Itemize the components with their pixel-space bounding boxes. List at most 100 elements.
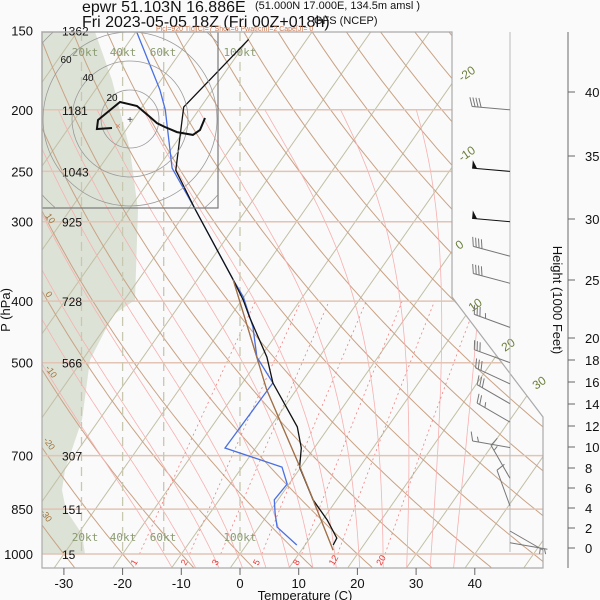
barb-staff [473,273,511,284]
moist-adiabat-line [198,109,361,568]
speed-label-top: 40kt [110,46,137,59]
wind-barb [473,340,511,364]
dry-adiabat-line [198,32,543,568]
pressure-tick-label: 200 [11,103,33,118]
barb-feather [478,97,482,108]
dry-adiabat-line [42,32,313,568]
x-tick-label: -20 [113,576,132,591]
barb-half-feather [476,436,479,443]
dry-adiabat-line [42,32,433,568]
isotherm-line [406,32,543,568]
shaded-region [42,32,138,554]
height-tick-label: 18 [585,353,599,368]
barb-staff [496,470,511,507]
barb-feather [475,358,478,368]
barb-feather [496,463,505,471]
pressure-tick-label: 700 [11,449,33,464]
height-tick-label: 30 [585,212,599,227]
plot-frame [41,31,544,569]
dry-adiabat-line [432,32,543,568]
barb-feather [472,263,474,274]
barb-feather [475,97,479,108]
title-station-detail: (51.000N 17.000E, 134.5m amsl ) [255,0,420,12]
height-tick-label: 10 [585,440,599,455]
barb-pennant [472,210,478,219]
barb-feather [481,378,485,388]
barb-feather [480,266,483,276]
barb-feather [478,238,480,249]
dry-adiabat-line [231,32,543,568]
storm-motion-icon: × [115,121,120,131]
geopotential-height-label: 1181 [62,104,88,118]
barb-feather [490,437,498,446]
x-axis-label: Temperature (C) [258,588,353,600]
isotherm-line [171,32,543,568]
wind-barb [476,393,511,423]
isotherm-line [42,32,210,568]
height-tick-label: 6 [585,481,592,496]
mixing-ratio-label: 8 [291,558,302,567]
hodograph-trace [95,100,206,136]
height-tick-label: 35 [585,149,599,164]
dry-adiabat-line [42,32,373,568]
barb-feather [477,359,480,370]
barb-staff [472,167,511,172]
geopotential-height-label: 1043 [62,165,89,179]
geopotential-height-label: 925 [62,216,82,230]
mixing-ratio-line [189,300,302,555]
hodograph-ring-label: 20 [106,93,118,104]
dry-adiabat-line [265,32,543,568]
barb-staff [472,217,511,223]
height-tick-label: 20 [585,331,599,346]
moist-adiabat-line [42,109,243,568]
geopotential-height-label: 151 [62,503,82,517]
geopotential-height-label: 307 [62,450,82,464]
title-station: epwr 51.103N 16.886E [82,0,246,16]
isotherm-line [54,32,445,568]
barb-staff [473,245,511,257]
barb-feather [479,395,483,405]
barb-feather [470,431,474,442]
dry-adiabat-line [64,32,492,568]
isotherm-label: -20 [456,63,479,85]
barb-feather [469,97,473,107]
speed-label-bottom: 20kt [72,531,99,544]
temperature-line [175,38,338,546]
dry-adiabat-line [42,32,254,568]
x-tick-label: 20 [350,576,364,591]
barb-staff [490,445,511,479]
pressure-tick-label: 400 [11,294,33,309]
isotherm-label: 30 [530,373,549,392]
parcel-line [232,279,334,551]
x-tick-label: 30 [409,576,423,591]
barb-feather [472,97,476,107]
x-tick-label: 40 [468,576,482,591]
pressure-tick-label: 850 [11,502,33,517]
barb-feather [480,360,483,371]
barb-half-feather [544,548,547,555]
barb-feather [478,265,480,276]
geopotential-height-label: 15 [62,548,76,562]
barb-staff [474,349,511,364]
wind-barb [472,210,511,223]
height-tick-label: 16 [585,375,599,390]
barb-half-feather [493,445,498,451]
speed-label-top: 100kt [223,46,256,59]
isotherm-label: -10 [456,143,479,165]
moist-adiabat-line [42,109,267,568]
dry-adiabat-line [131,32,543,568]
height-tick-label: 2 [585,521,592,536]
moist-adiabat-line [42,109,173,568]
dry-adiabat-label: 10 [43,211,57,225]
pressure-tick-label: 300 [11,215,33,230]
height-tick-label: 12 [585,419,599,434]
pressure-tick-label: 1000 [4,547,33,562]
isotherm-label: 20 [499,335,518,354]
isotherm-line [42,32,327,568]
barb-half-feather [484,402,487,408]
x-tick-label: 0 [236,576,243,591]
y-axis-label: P (hPa) [0,288,13,332]
wind-barb [472,263,511,284]
barb-feather [476,393,480,404]
